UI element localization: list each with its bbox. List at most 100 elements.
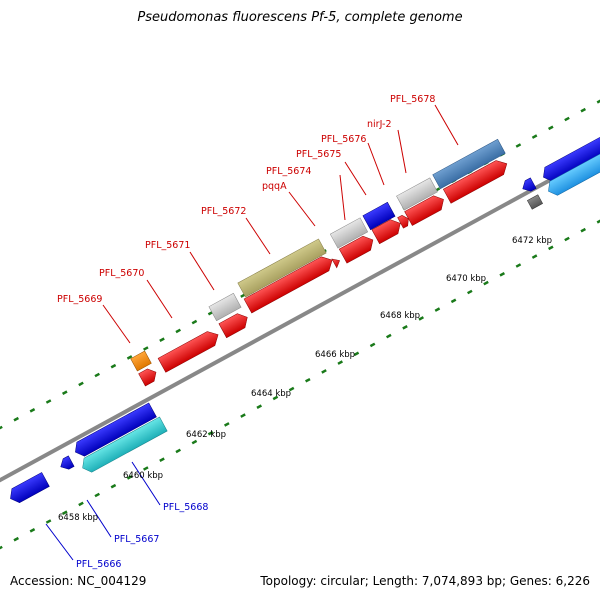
gene-label[interactable]: PFL_5671 (145, 240, 190, 251)
gene-arrow[interactable] (79, 416, 168, 475)
tick-label: 6470 kbp (446, 274, 486, 284)
guide-dot (402, 325, 408, 330)
guide-dot (288, 386, 295, 392)
guide-dot (143, 466, 149, 471)
tick-label: 6468 kbp (380, 311, 420, 321)
guide-dot (548, 245, 554, 251)
guide-dot (531, 254, 538, 259)
guide-dot (450, 298, 457, 304)
gene-label[interactable]: PFL_5667 (114, 534, 159, 545)
gene-label[interactable]: PFL_5670 (99, 268, 144, 279)
gene-label[interactable]: PFL_5666 (76, 559, 121, 570)
gene-arrow[interactable] (130, 350, 152, 372)
tick-label: 6464 kbp (251, 389, 291, 399)
guide-dot (499, 272, 505, 277)
gene-arrow[interactable] (138, 366, 160, 387)
map-title: Pseudomonas fluorescens Pf-5, complete g… (137, 10, 463, 25)
guide-dot (78, 381, 84, 387)
guide-dot (126, 355, 133, 360)
gene-label[interactable]: PFL_5675 (296, 149, 341, 160)
guide-dot (337, 360, 343, 365)
guide-dot (207, 430, 214, 436)
guide-dot (191, 319, 198, 325)
guide-dot (596, 219, 600, 224)
gene-arrow[interactable] (218, 310, 251, 339)
guide-dot (45, 399, 52, 404)
gene-arrow[interactable] (237, 238, 327, 298)
guide-dot (531, 134, 538, 139)
tick-label: 6462 kbp (186, 430, 226, 440)
gene-arrow[interactable] (208, 292, 242, 322)
guide-dot (240, 413, 246, 418)
guide-dot (126, 475, 133, 480)
tick-label: 6466 kbp (315, 350, 355, 360)
guide-dot (110, 483, 117, 489)
gene-arrow[interactable] (442, 157, 510, 204)
guide-dot (45, 519, 52, 524)
tick-label: 6472 kbp (512, 236, 552, 246)
gene-arrow[interactable] (157, 328, 222, 373)
tick-labels: 6458 kbp 6460 kbp 6462 kbp 6464 kbp 6466… (58, 236, 552, 523)
guide-dot (0, 545, 3, 550)
guide-dot (515, 263, 522, 268)
gene-arrow[interactable] (371, 216, 404, 245)
guide-dot (175, 448, 181, 454)
gene-arrow[interactable] (338, 233, 377, 264)
guide-dot (94, 372, 100, 378)
gene-arrow[interactable] (520, 177, 537, 194)
guide-dot (110, 363, 117, 369)
gene-arrow[interactable] (331, 256, 342, 269)
gene-arrow[interactable] (7, 472, 50, 505)
guide-dot (224, 422, 230, 427)
guide-dot (483, 280, 489, 286)
gene-arrow[interactable] (404, 192, 448, 226)
gene-arrow[interactable] (526, 194, 544, 210)
guide-dot (78, 501, 84, 507)
gene-arrow[interactable] (72, 402, 157, 459)
forward-leader-lines (102, 104, 459, 344)
guide-dot (62, 390, 68, 395)
guide-dot (564, 236, 570, 242)
guide-dot (564, 116, 570, 122)
guide-dot (580, 107, 586, 113)
gene-arrow[interactable] (329, 217, 369, 249)
guide-dot (191, 439, 198, 445)
gene-label[interactable]: PFL_5672 (201, 206, 246, 217)
genome-summary-text: Topology: circular; Length: 7,074,893 bp… (260, 574, 590, 588)
gene-arrows (7, 135, 600, 505)
gene-label[interactable]: PFL_5676 (321, 134, 366, 145)
gene-label[interactable]: PFL_5678 (390, 94, 435, 105)
guide-dot (305, 377, 311, 383)
gene-label[interactable]: PFL_5674 (266, 166, 311, 177)
inner-dotted-guide (0, 219, 600, 550)
guide-dot (13, 416, 19, 422)
guide-dot (143, 346, 149, 351)
gene-label[interactable]: PFL_5669 (57, 294, 102, 305)
guide-dot (515, 143, 522, 148)
gene-arrow[interactable] (58, 455, 75, 472)
gene-arrow[interactable] (397, 213, 412, 229)
reverse-gene-labels: PFL_5666 PFL_5667 PFL_5668 (76, 502, 208, 570)
guide-dot (62, 510, 68, 515)
guide-dot (353, 351, 360, 357)
guide-dot (159, 457, 165, 462)
guide-dot (159, 337, 165, 342)
gene-label[interactable]: PFL_5668 (163, 502, 208, 513)
gene-arrow[interactable] (396, 177, 438, 211)
gene-label[interactable]: pqqA (262, 181, 287, 192)
guide-dot (580, 227, 586, 233)
guide-dot (0, 425, 3, 430)
gene-arrow[interactable] (545, 149, 600, 199)
guide-dot (175, 328, 181, 334)
guide-dot (256, 404, 262, 409)
gene-label[interactable]: nirJ-2 (367, 119, 392, 130)
guide-dot (29, 528, 36, 533)
guide-dot (94, 492, 100, 498)
gene-arrow[interactable] (362, 201, 396, 231)
gene-arrow[interactable] (243, 253, 336, 314)
gene-arrow[interactable] (432, 138, 506, 190)
guide-dot (13, 536, 19, 542)
guide-dot (369, 342, 376, 348)
